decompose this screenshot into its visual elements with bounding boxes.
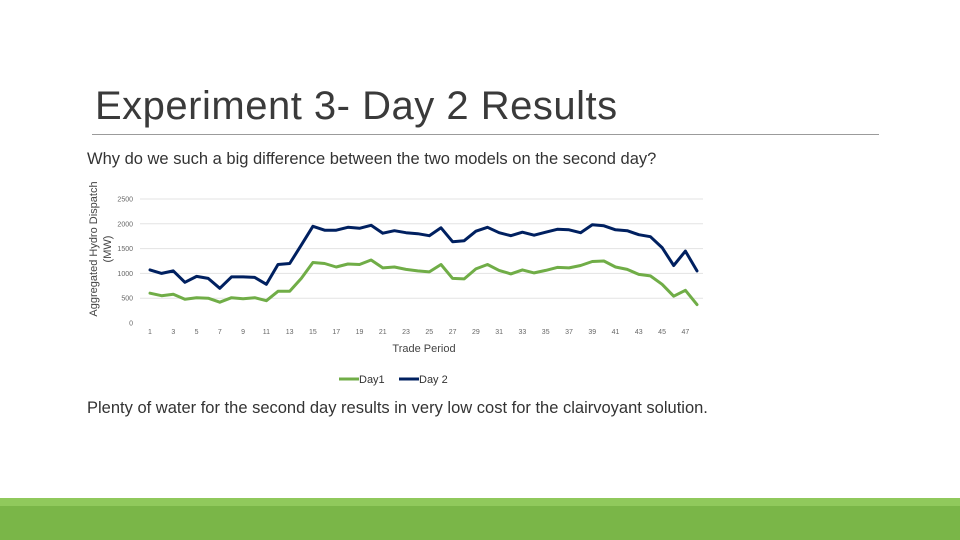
x-tick-label: 3 <box>171 329 175 336</box>
x-tick-label: 23 <box>402 329 410 336</box>
x-tick-label: 43 <box>635 329 643 336</box>
x-tick-label: 25 <box>425 329 433 336</box>
y-tick-label: 2000 <box>117 221 133 228</box>
x-tick-label: 15 <box>309 329 317 336</box>
gridlines <box>140 198 703 299</box>
slide-title: Experiment 3- Day 2 Results <box>95 84 618 128</box>
x-tick-label: 45 <box>658 329 666 336</box>
series-line-day2 <box>148 223 699 290</box>
x-tick-label: 9 <box>241 329 245 336</box>
x-tick-label: 41 <box>612 329 620 336</box>
y-axis-label-line-1: Aggregated Hydro Dispatch <box>88 181 100 316</box>
x-tick-label: 5 <box>195 329 199 336</box>
x-tick-label: 11 <box>263 329 270 336</box>
x-tick-label: 47 <box>681 329 689 336</box>
y-tick-label: 0 <box>129 321 133 328</box>
title-divider <box>92 134 879 135</box>
x-tick-label: 13 <box>286 329 294 336</box>
x-tick-label: 27 <box>449 329 457 336</box>
y-tick-label: 1500 <box>117 246 133 253</box>
x-tick-label: 29 <box>472 329 480 336</box>
y-axis-label-line-2: (MW) <box>102 236 114 263</box>
x-tick-label: 35 <box>542 329 550 336</box>
series-lines <box>148 223 699 307</box>
y-tick-label: 1000 <box>117 271 133 278</box>
x-tick-label: 17 <box>332 329 340 336</box>
x-tick-label: 1 <box>148 329 152 336</box>
y-tick-label: 500 <box>121 296 133 303</box>
legend: Day1 Day 2 <box>339 374 448 386</box>
conclusion-text: Plenty of water for the second day resul… <box>87 399 708 417</box>
hydro-dispatch-chart: 0 500 1000 1500 2000 2500 1 3 5 7 9 11 13 15 17 19 21 23… <box>0 170 960 400</box>
legend-label: Day1 <box>359 374 385 386</box>
footer-strip <box>0 498 960 506</box>
legend-label: Day 2 <box>419 374 448 386</box>
x-tick-label: 7 <box>218 329 222 336</box>
x-tick-label: 19 <box>356 329 364 336</box>
x-tick-label: 31 <box>495 329 503 336</box>
x-tick-labels: 1 3 5 7 9 11 13 15 17 19 21 23 25 27 29 31 33 35 37 39 41 43 4… <box>148 329 689 336</box>
series-line-day1 <box>148 258 699 307</box>
y-tick-labels: 0 500 1000 1500 2000 2500 <box>117 197 133 328</box>
y-tick-label: 2500 <box>117 197 133 204</box>
x-axis-label: Trade Period <box>392 343 455 355</box>
x-tick-label: 33 <box>519 329 527 336</box>
x-tick-label: 39 <box>588 329 596 336</box>
x-tick-label: 37 <box>565 329 573 336</box>
question-text: Why do we such a big difference between … <box>87 150 657 168</box>
x-tick-label: 21 <box>379 329 387 336</box>
